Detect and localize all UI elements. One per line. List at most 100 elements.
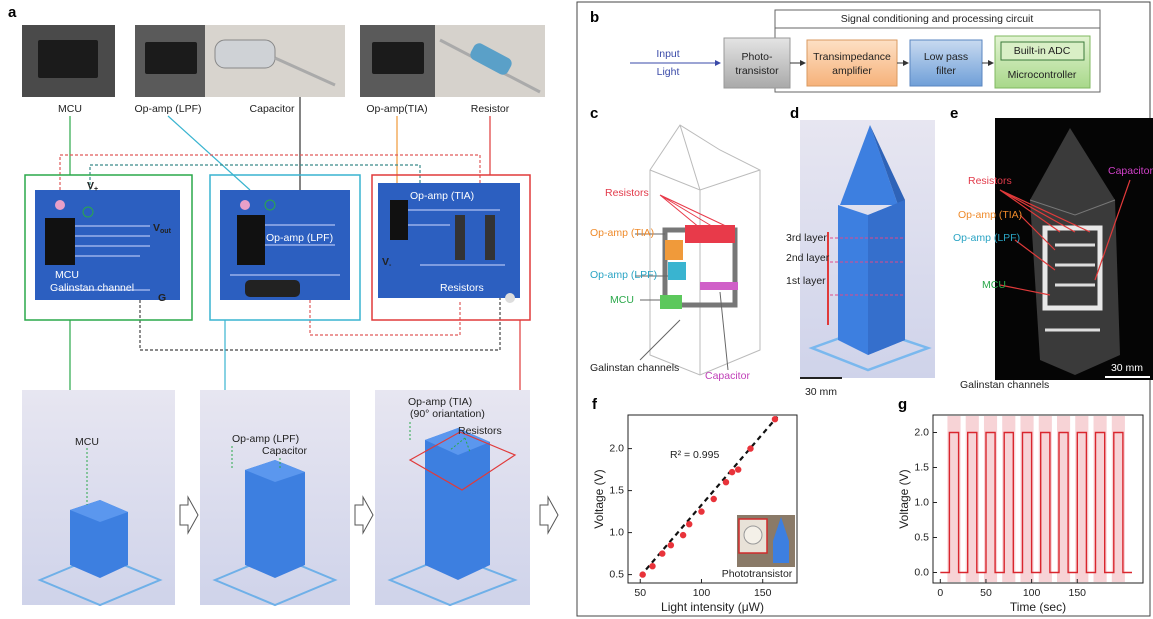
block-label: Transimpedance: [813, 51, 891, 63]
diagram-title: Signal conditioning and processing circu…: [841, 13, 1034, 25]
block-label: Built-in ADC: [1014, 45, 1071, 57]
build-photos-path: [86, 422, 471, 505]
component-label: Capacitor: [705, 370, 750, 382]
circuit-boards-rect: [24, 174, 193, 321]
build-photos-path: [70, 500, 128, 522]
block-label: Low pass: [924, 51, 968, 63]
y-tick-label: 0.5: [914, 531, 929, 543]
block-diagram-rect: [909, 39, 983, 87]
component-photos-rect: [214, 39, 276, 69]
y-tick-label: 0.5: [609, 568, 624, 580]
pulse-band: [1020, 416, 1034, 582]
inset-label: Phototransistor: [722, 568, 793, 580]
data-point: [722, 479, 730, 486]
circuit-boards-path: [60, 225, 150, 291]
photo-label: MCU: [58, 103, 82, 115]
board-label: Op-amp (TIA): [410, 190, 474, 202]
data-point: [710, 495, 717, 503]
ct-scan-path: [1045, 243, 1100, 332]
input-label: Light: [657, 66, 680, 78]
photo-label: Capacitor: [250, 103, 295, 115]
board-label: V-: [382, 256, 392, 269]
x-tick-label: 50: [980, 587, 992, 599]
pulse-band: [1038, 416, 1052, 582]
component-label: Op-amp (LPF): [590, 269, 657, 281]
block-label: Photo-: [742, 51, 773, 63]
data-point: [728, 468, 736, 476]
photo-label: Op-amp (LPF): [134, 103, 201, 115]
component-photos-rect: [145, 42, 197, 74]
x-tick-label: 100: [1023, 587, 1041, 599]
y-tick-label: 1.5: [609, 484, 624, 496]
board-label: Resistors: [440, 282, 484, 294]
connector-lines-path: [139, 298, 501, 351]
scale-label: 30 mm: [805, 386, 837, 398]
fit-line: [639, 415, 779, 578]
circuit-boards-circle: [240, 200, 250, 210]
panel-label: b: [590, 9, 599, 26]
wireframe-drawing-rect: [660, 295, 682, 309]
data-point: [679, 531, 687, 539]
component-label: MCU: [610, 294, 634, 306]
wireframe-drawing-rect: [685, 225, 735, 243]
data-point: [686, 521, 693, 528]
plot-frame: [627, 414, 798, 584]
circuit-boards-rect: [45, 218, 75, 265]
data-point: [667, 542, 675, 549]
circuit-boards-circle: [505, 293, 515, 303]
component-label: Resistors: [605, 187, 649, 199]
build-label: Capacitor: [262, 445, 307, 457]
build-label: Op-amp (TIA): [408, 396, 472, 408]
block-diagram: [630, 9, 1101, 93]
plot-frame: [932, 414, 1144, 584]
panel-label: c: [590, 105, 598, 122]
y-axis-label: Voltage (V): [897, 469, 911, 528]
y-tick-label: 0.0: [914, 566, 929, 578]
circuit-boards-path: [408, 209, 505, 266]
data-point: [735, 466, 742, 473]
circuit-boards-rect: [485, 215, 495, 260]
data-point: [649, 563, 656, 570]
pulse-band: [1075, 416, 1089, 582]
build-label: Op-amp (LPF): [232, 433, 299, 445]
component-label: Capacitor: [1108, 165, 1153, 177]
y-axis-label: Voltage (V): [592, 469, 606, 528]
circuit-boards-circle: [82, 206, 94, 218]
build-photos-path: [408, 431, 517, 491]
connector-lines-path: [167, 115, 251, 191]
component-photos-line: [274, 56, 336, 87]
panel-label: f: [592, 396, 598, 413]
build-photos-path: [245, 460, 305, 578]
inset-led: [743, 525, 763, 545]
v: V: [382, 256, 389, 268]
circuit-boards: [24, 174, 531, 321]
layer-label: 1st layer: [786, 275, 826, 287]
panel-label: g: [898, 396, 907, 413]
connector-lines-path: [89, 164, 421, 200]
block-diagram-rect: [806, 39, 898, 87]
x-tick-label: 50: [634, 587, 646, 599]
component-photos-rect: [372, 42, 424, 74]
y-tick-label: 1.0: [609, 526, 624, 538]
x-tick-label: 0: [937, 587, 943, 599]
wireframe-drawing: [635, 124, 761, 376]
circuit-boards-rect: [371, 174, 531, 321]
build-photos: [22, 390, 559, 607]
build-photos-path: [425, 428, 490, 580]
component-label: Op-amp (TIA): [958, 209, 1022, 221]
y-tick-label: 2.0: [609, 442, 624, 454]
pulse-band: [1057, 416, 1071, 582]
x-axis-label: Time (sec): [1010, 600, 1066, 614]
data-point: [639, 571, 646, 578]
circuit-boards-rect: [237, 215, 265, 265]
pulse-band: [947, 416, 961, 582]
x-axis-label: Light intensity (μW): [661, 600, 764, 614]
build-label: (90° oriantation): [410, 408, 485, 420]
data-point: [659, 550, 666, 557]
component-label: Galinstan channels: [590, 362, 679, 374]
build-label: MCU: [75, 436, 99, 448]
build-photos-path: [539, 495, 559, 535]
build-photos-path: [245, 460, 305, 482]
ct-scan-path: [1030, 128, 1120, 375]
